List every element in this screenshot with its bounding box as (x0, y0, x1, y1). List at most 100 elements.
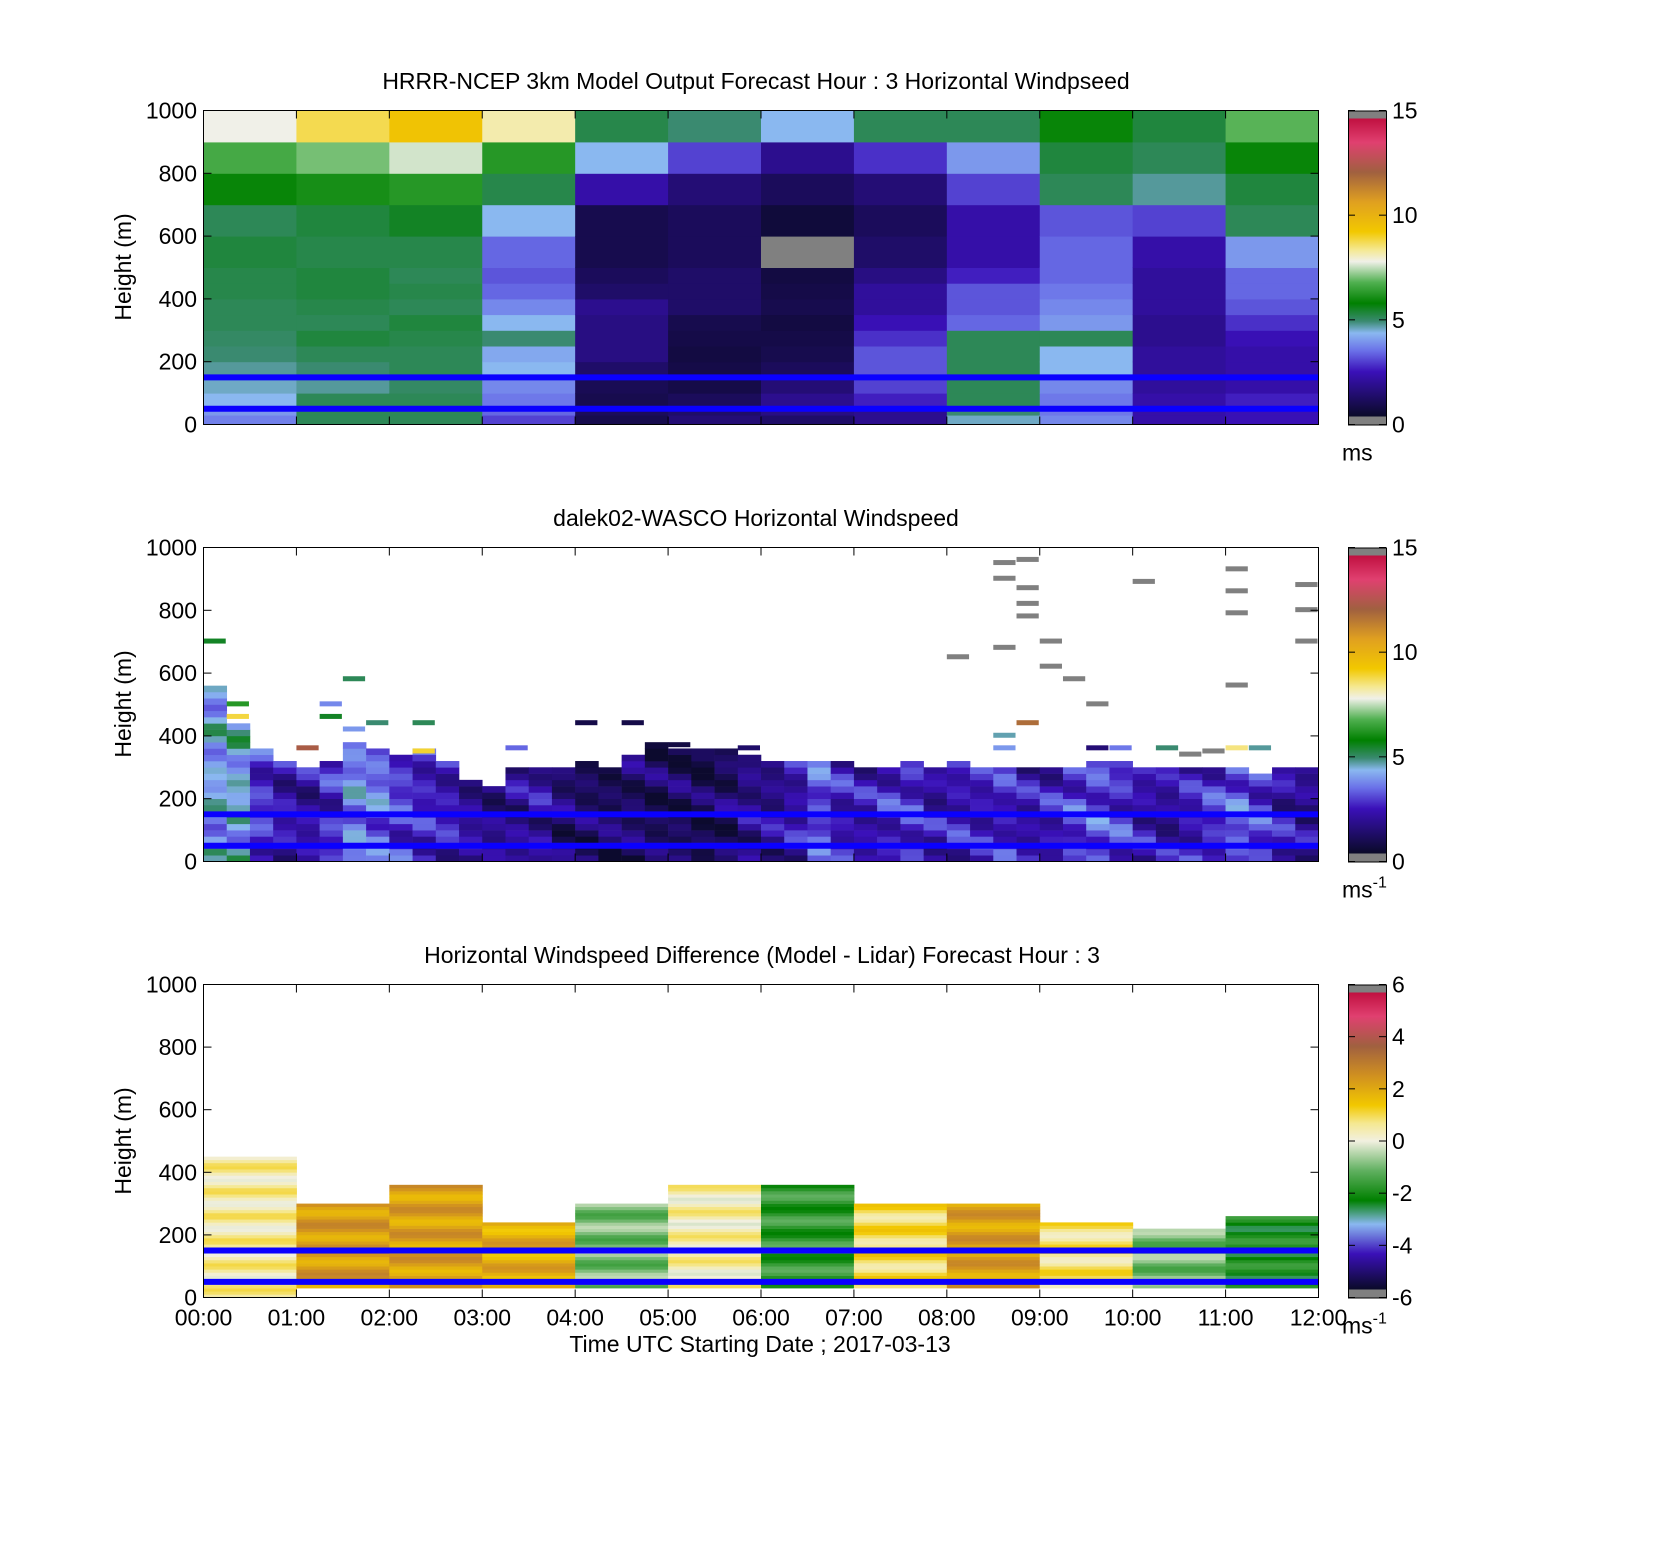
heatmap-cell (644, 786, 669, 793)
heatmap-cell (784, 848, 808, 856)
heatmap-cell (1132, 767, 1157, 774)
heatmap-cell (296, 1222, 390, 1226)
heatmap-cell (761, 267, 855, 284)
heatmap-cell (203, 836, 228, 843)
panel-model-ylabel: Height (m) (110, 213, 136, 320)
heatmap-cell (575, 361, 669, 378)
heatmap-cell (203, 717, 228, 724)
heatmap-cell (946, 1216, 1041, 1220)
heatmap-cell (830, 792, 855, 799)
heatmap-cell (1132, 1284, 1227, 1289)
heatmap-cell (1225, 804, 1250, 812)
heatmap-cell (482, 1253, 576, 1258)
heatmap-cell (1039, 1231, 1134, 1236)
heatmap-cell (1225, 415, 1319, 425)
heatmap-cell (1039, 1269, 1134, 1273)
heatmap-cell (598, 798, 622, 806)
heatmap-cell (389, 1256, 483, 1261)
heatmap-cell (946, 1269, 1041, 1273)
heatmap-cell (1039, 767, 1064, 774)
heatmap-cell-isolated (1062, 676, 1086, 682)
heatmap-cell (737, 836, 762, 843)
x-tick-label: 10:00 (1104, 1305, 1162, 1331)
heatmap-cell (1248, 855, 1273, 862)
heatmap-cell (1225, 330, 1319, 347)
heatmap-cell (668, 393, 762, 407)
heatmap-cell (389, 1191, 483, 1195)
colorbar-over-cap (1348, 110, 1386, 119)
heatmap-cell (575, 141, 669, 174)
heatmap-cell (668, 823, 692, 831)
heatmap-cell (319, 830, 344, 837)
heatmap-cell (203, 1159, 297, 1164)
heatmap-cell (249, 786, 274, 793)
heatmap-cell-isolated (1248, 745, 1272, 751)
heatmap-cell (296, 1244, 390, 1248)
heatmap-cell (946, 1259, 1041, 1264)
heatmap-cell-isolated (203, 638, 226, 644)
heatmap-cell (575, 1259, 669, 1264)
heatmap-cell (1179, 855, 1203, 862)
heatmap-cell (621, 798, 646, 806)
heatmap-cell (1155, 773, 1180, 781)
heatmap-cell-isolated (621, 720, 644, 726)
heatmap-cell (296, 361, 390, 378)
heatmap-cell (366, 748, 390, 756)
heatmap-cell (853, 1231, 948, 1236)
heatmap-cell (296, 1275, 390, 1280)
heatmap-cell (668, 1231, 762, 1236)
heatmap-cell (459, 830, 483, 837)
heatmap-cell (273, 836, 297, 843)
heatmap-cell (668, 1209, 762, 1214)
heatmap-cell (389, 779, 413, 787)
heatmap-cell (342, 748, 367, 756)
heatmap-cell (946, 830, 971, 837)
heatmap-cell (1039, 236, 1134, 268)
heatmap-cell (644, 754, 669, 762)
heatmap-cell (203, 723, 228, 730)
heatmap-cell (900, 817, 924, 825)
heatmap-cell (389, 346, 483, 363)
heatmap-cell (296, 415, 390, 425)
heatmap-cell (668, 1241, 762, 1245)
heatmap-cell (203, 1269, 297, 1273)
heatmap-cell-isolated (1016, 613, 1039, 619)
heatmap-cell (853, 1222, 948, 1226)
heatmap-cell (900, 779, 924, 787)
heatmap-cell (459, 817, 483, 825)
heatmap-cell (1179, 779, 1203, 787)
heatmap-cell-isolated (1086, 745, 1109, 751)
heatmap-cell (598, 836, 622, 843)
heatmap-cell (993, 786, 1017, 793)
heatmap-cell (342, 817, 367, 825)
heatmap-cell (505, 798, 530, 806)
heatmap-cell (1039, 298, 1134, 316)
heatmap-cell (877, 823, 901, 831)
heatmap-cell (1225, 836, 1250, 843)
panel-difference-xticks (203, 984, 1319, 1298)
heatmap-cell (668, 836, 692, 843)
heatmap-cell (1039, 314, 1134, 331)
heatmap-cell (1016, 767, 1041, 774)
heatmap-cell (482, 415, 576, 425)
heatmap-cell-isolated (1295, 607, 1318, 613)
heatmap-cell (993, 855, 1017, 862)
heatmap-cell (203, 1191, 297, 1195)
y-tick-label: 400 (159, 286, 197, 312)
heatmap-cell (1132, 1241, 1227, 1245)
heatmap-cell (853, 236, 948, 268)
heatmap-cell (993, 830, 1017, 837)
heatmap-cell (644, 804, 669, 812)
heatmap-cell (668, 748, 692, 756)
heatmap-cell (761, 1259, 855, 1264)
heatmap-cell (993, 817, 1017, 825)
heatmap-cell (296, 267, 390, 284)
heatmap-cell (761, 1284, 855, 1289)
heatmap-cell (946, 1209, 1041, 1214)
heatmap-cell (668, 1206, 762, 1211)
heatmap-cell (203, 685, 228, 693)
heatmap-cell (946, 817, 971, 825)
heatmap-cell (644, 817, 669, 825)
heatmap-cell (970, 836, 994, 843)
heatmap-cell (761, 1244, 855, 1248)
